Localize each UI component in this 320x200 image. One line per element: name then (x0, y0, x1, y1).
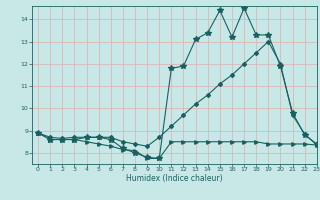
X-axis label: Humidex (Indice chaleur): Humidex (Indice chaleur) (126, 174, 223, 183)
